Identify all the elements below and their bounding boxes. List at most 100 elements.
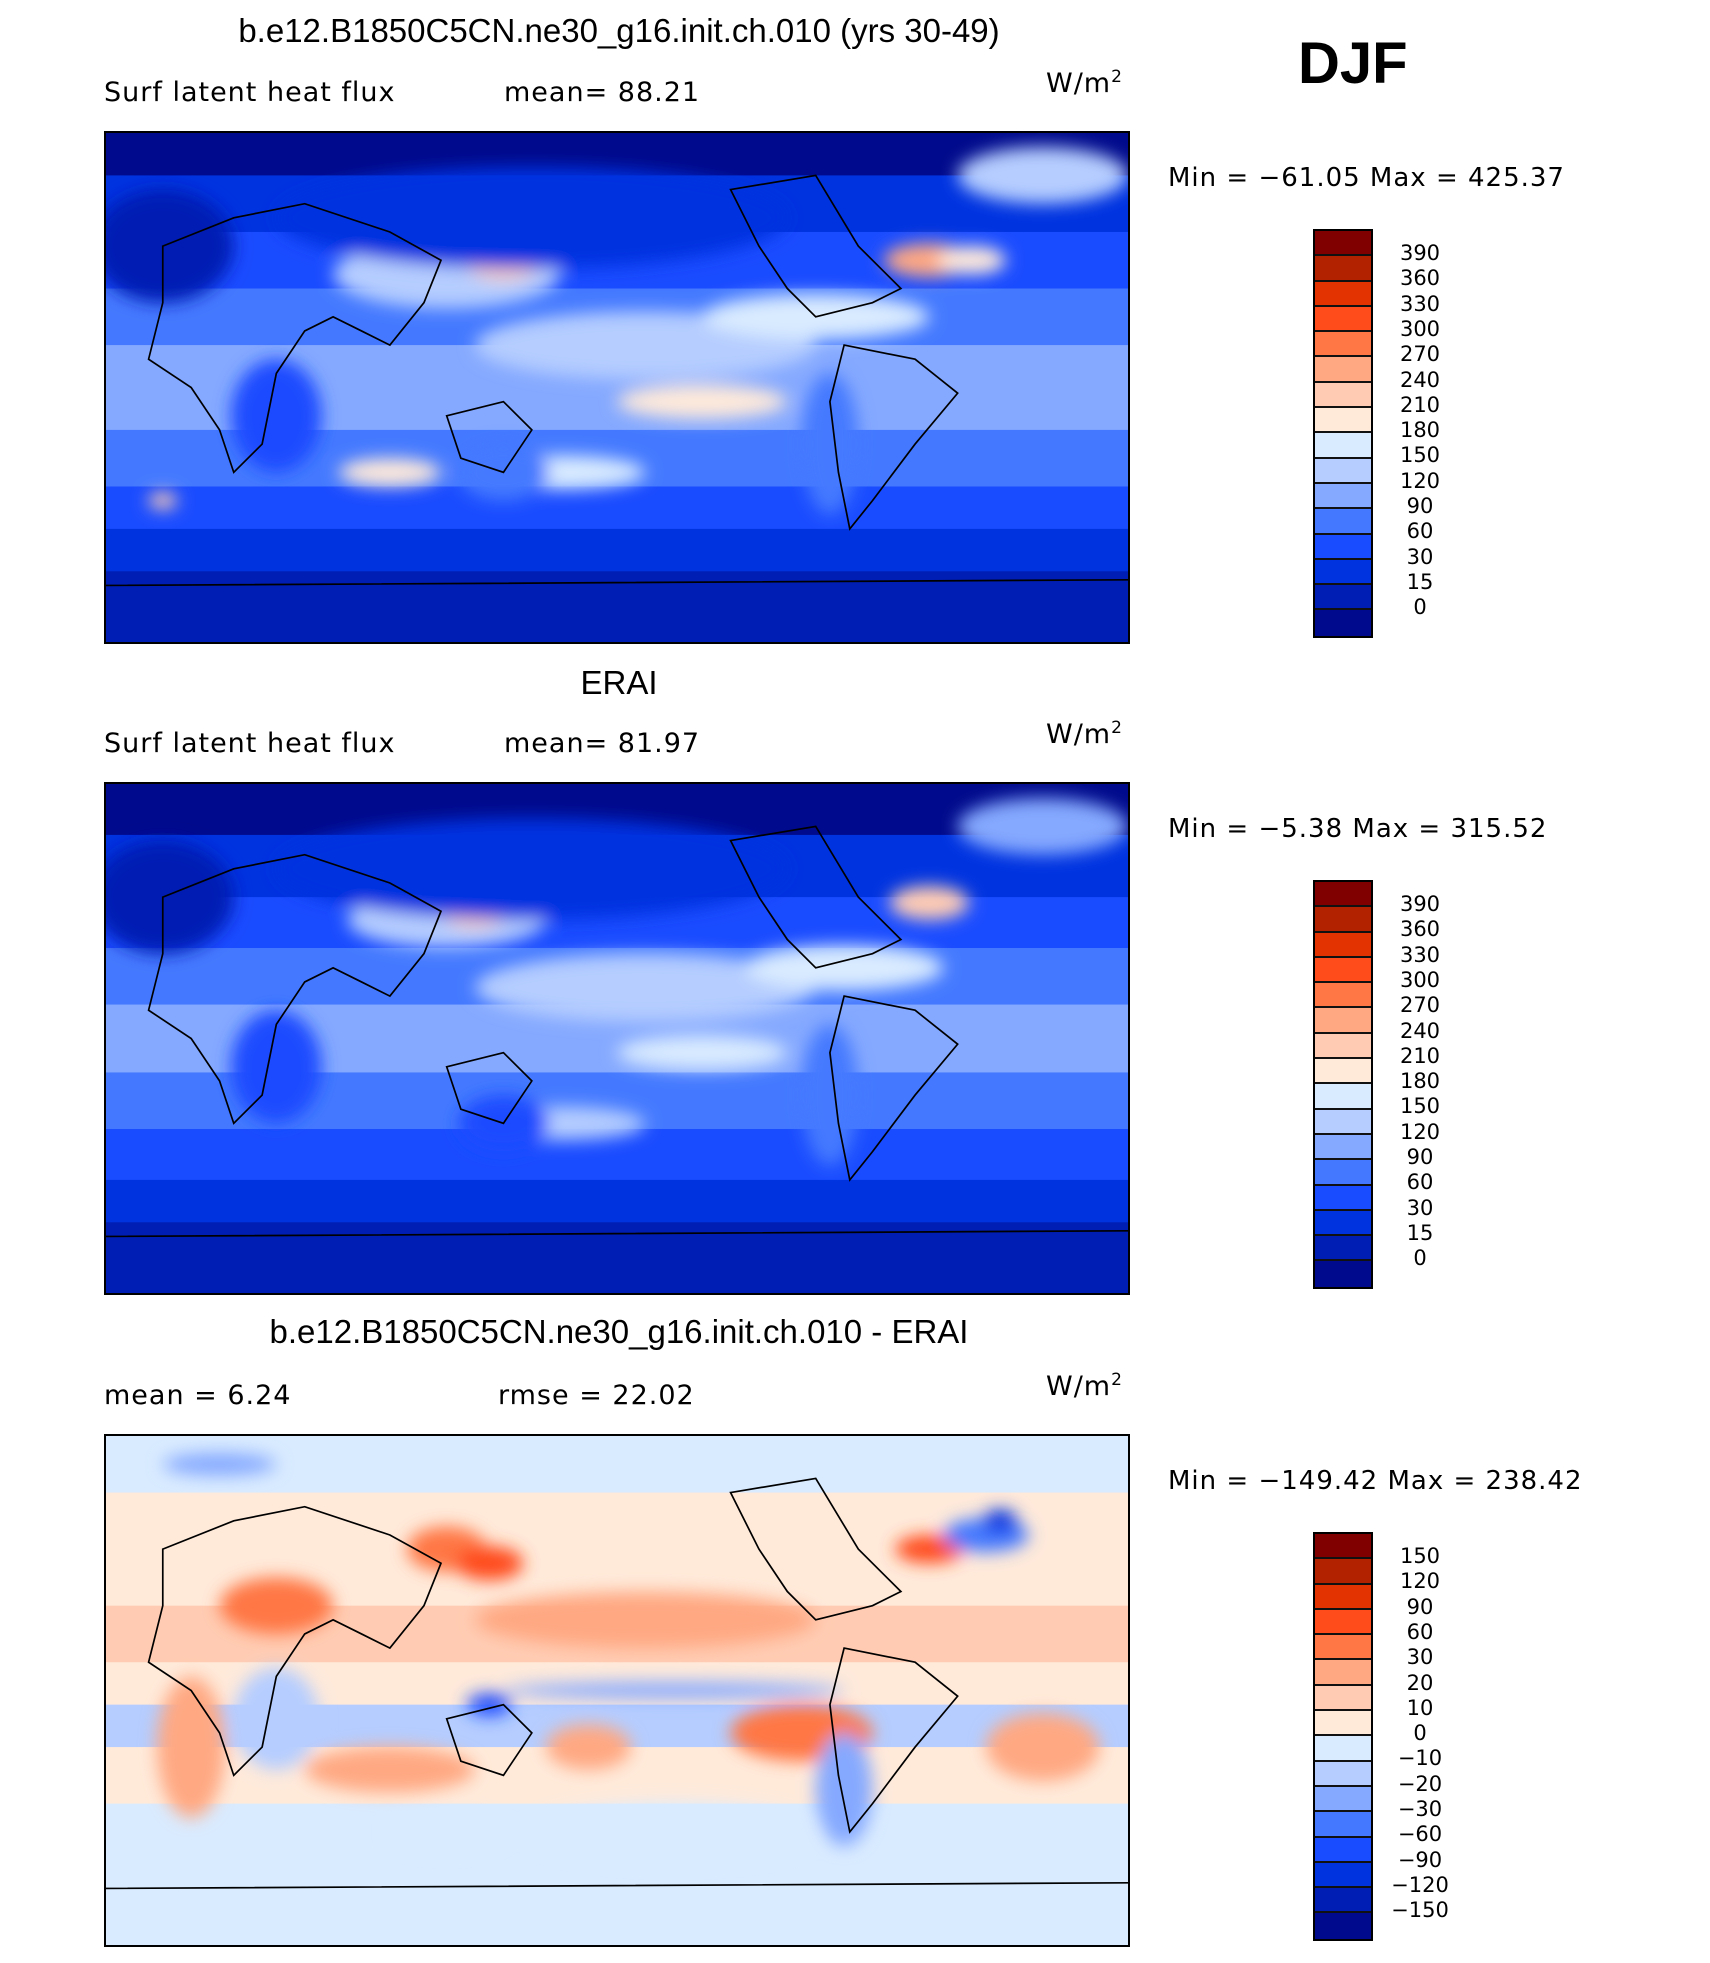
field-contour — [503, 1682, 845, 1699]
field-contour — [801, 1024, 859, 1166]
field-band — [106, 528, 1128, 575]
units-exponent: 2 — [1111, 67, 1123, 87]
colorbar-tick-label: 60 — [1406, 519, 1434, 544]
units-label: W/m2 — [1046, 67, 1123, 99]
field-contour — [162, 1452, 277, 1476]
field-band — [106, 1128, 1128, 1183]
colorbar-swatch — [1315, 306, 1371, 333]
map-plot — [106, 133, 1128, 642]
panel-left-label: Surf latent heat flux — [104, 77, 396, 108]
colorbar-tick-label: 60 — [1406, 1170, 1434, 1195]
colorbar-tick-label: 180 — [1399, 418, 1441, 443]
field-contour — [338, 458, 441, 487]
field-band — [106, 1436, 1128, 1496]
field-contour — [455, 1546, 524, 1581]
season-label: DJF — [1298, 31, 1408, 96]
field-contour — [148, 492, 177, 510]
units-label: W/m2 — [1046, 1370, 1123, 1402]
field-contour — [230, 1010, 322, 1124]
colorbar-swatch — [1315, 1812, 1371, 1838]
colorbar-swatch — [1315, 1134, 1371, 1161]
min-max-label: Min = −149.42 Max = 238.42 — [1168, 1466, 1583, 1496]
colorbar-tick-label: 270 — [1399, 993, 1441, 1018]
field-contour — [106, 840, 234, 954]
colorbar-swatch — [1315, 957, 1371, 984]
units-text: W/m — [1046, 1371, 1112, 1402]
field-contour — [157, 1676, 226, 1818]
colorbar-swatch — [1315, 433, 1371, 459]
colorbar-tick-label: 390 — [1399, 892, 1441, 916]
colorbar-tick-label: 30 — [1406, 1195, 1434, 1220]
colorbar-swatch — [1315, 231, 1371, 257]
colorbar-swatch — [1315, 1888, 1371, 1914]
map-panel — [104, 782, 1130, 1295]
colorbar-tick-label: −120 — [1391, 1872, 1449, 1897]
field-contour — [617, 384, 788, 419]
colorbar-swatch — [1315, 932, 1371, 958]
colorbar-tick-label: 15 — [1406, 569, 1434, 594]
colorbar-swatch — [1315, 483, 1371, 510]
panel-title: b.e12.B1850C5CN.ne30_g16.init.ch.010 (yr… — [238, 12, 1000, 49]
field-contour — [276, 166, 788, 269]
panel-left-label: Surf latent heat flux — [104, 728, 396, 759]
field-band — [106, 486, 1128, 532]
colorbar-tick-label: −30 — [1397, 1797, 1443, 1821]
colorbar-swatch — [1315, 1210, 1371, 1237]
colorbar-swatch — [1315, 1913, 1371, 1939]
panel-center-label: mean= 81.97 — [504, 728, 701, 759]
field-contour — [983, 1509, 1018, 1533]
colorbar-swatch — [1315, 1761, 1371, 1787]
coastline — [106, 174, 1128, 587]
field-contour — [986, 1713, 1100, 1781]
colorbar-tick-label: 150 — [1399, 443, 1441, 468]
units-text: W/m — [1046, 719, 1112, 750]
colorbar-swatch — [1315, 1534, 1371, 1560]
colorbar-swatch — [1315, 1084, 1371, 1110]
colorbar-tick-label: 10 — [1406, 1695, 1434, 1720]
map-plot — [106, 784, 1128, 1293]
colorbar-tick-label: 300 — [1399, 967, 1441, 992]
colorbar-tick-label: 330 — [1399, 942, 1441, 967]
colorbar-swatch — [1315, 1008, 1371, 1034]
panel-center-label: mean= 88.21 — [504, 77, 701, 108]
field-contour — [895, 1534, 964, 1564]
field-contour — [304, 1747, 476, 1793]
field-contour — [937, 246, 1006, 275]
colorbar-tick-label: 120 — [1399, 468, 1441, 493]
field-contour — [889, 885, 970, 920]
field-contour — [957, 798, 1128, 855]
map-panel — [104, 131, 1130, 644]
units-text: W/m — [1046, 68, 1112, 99]
colorbar-tick-label: 30 — [1406, 1645, 1434, 1670]
field-contour — [233, 1667, 319, 1770]
colorbar-tick-label: 120 — [1399, 1119, 1441, 1144]
units-label: W/m2 — [1046, 718, 1123, 750]
field-contour — [531, 1803, 816, 1861]
colorbar-swatch — [1315, 1559, 1371, 1585]
colorbar-tick-label: 90 — [1406, 494, 1434, 518]
field-contour — [389, 1814, 504, 1849]
colorbar-swatch — [1315, 1862, 1371, 1889]
field-contour — [230, 359, 322, 473]
colorbar-tick-label: 0 — [1413, 1721, 1427, 1746]
colorbar-swatch — [1315, 1160, 1371, 1186]
colorbar-swatch — [1315, 1685, 1371, 1712]
colorbar-swatch — [1315, 983, 1371, 1009]
colorbar-tick-label: −10 — [1397, 1746, 1443, 1771]
colorbar-tick-label: −60 — [1397, 1822, 1443, 1847]
colorbar-tick-label: 90 — [1406, 1594, 1434, 1619]
colorbar-swatch — [1315, 1033, 1371, 1060]
colorbar-swatch — [1315, 1711, 1371, 1737]
colorbar-tick-label: 90 — [1406, 1145, 1434, 1169]
colorbar-tick-label: 180 — [1399, 1069, 1441, 1094]
panel-title: b.e12.B1850C5CN.ne30_g16.init.ch.010 - E… — [269, 1313, 969, 1350]
colorbar-swatch — [1315, 1736, 1371, 1762]
colorbar-tick-label: −90 — [1397, 1847, 1443, 1872]
colorbar-swatch — [1315, 1786, 1371, 1813]
colorbar-tick-label: 270 — [1399, 342, 1441, 367]
colorbar-swatch — [1315, 281, 1371, 307]
colorbar-swatch — [1315, 509, 1371, 535]
colorbar-swatch — [1315, 1635, 1371, 1661]
colorbar-tick-label: 60 — [1406, 1619, 1434, 1644]
colorbar-swatch — [1315, 408, 1371, 434]
